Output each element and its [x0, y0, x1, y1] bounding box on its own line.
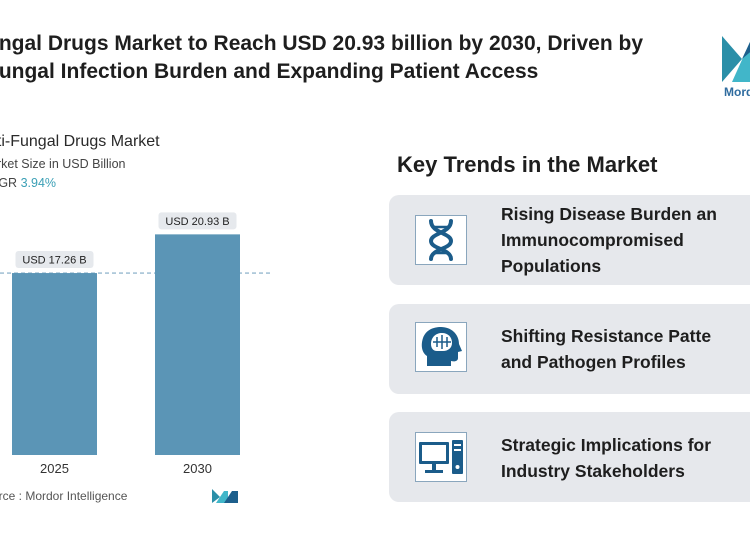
trend-label-2: Shifting Resistance Patte and Pathogen P…	[501, 326, 712, 372]
value-label-2030: USD 20.93 B	[165, 216, 229, 228]
trend-card-2: Shifting Resistance Patte and Pathogen P…	[389, 304, 750, 394]
cagr-value: 3.94%	[20, 176, 57, 190]
bar-2025	[12, 273, 97, 455]
mordor-mini-logo-icon	[212, 489, 238, 503]
value-label-bg-2025	[15, 251, 94, 269]
bar-chart: USD 17.26 B 2025 USD 20.93 B 2030	[0, 212, 270, 476]
chart-subtitle: arket Size in USD Billion	[0, 157, 126, 171]
value-label-2025: USD 17.26 B	[22, 255, 86, 267]
chart-title: nti-Fungal Drugs Market	[0, 133, 160, 150]
x-tick-2025: 2025	[40, 461, 69, 476]
trend-card-1: Rising Disease Burden an Immunocompromis…	[389, 195, 750, 285]
mordor-logo-icon	[722, 36, 750, 82]
brain-head-icon	[415, 322, 467, 372]
trend-card-3: Strategic Implications for Industry Stak…	[389, 412, 750, 502]
bar-2030	[155, 234, 240, 455]
brand-name: Mord	[724, 85, 750, 99]
trends-title: Key Trends in the Market	[397, 152, 658, 177]
chart-cagr: AGR 3.94%	[0, 176, 56, 190]
computer-icon	[415, 432, 467, 482]
trend-label-3: Strategic Implications for Industry Stak…	[501, 435, 712, 481]
dna-icon	[415, 215, 467, 265]
value-label-bg-2030	[158, 212, 237, 230]
cagr-label: AGR	[0, 176, 18, 190]
x-tick-2030: 2030	[183, 461, 212, 476]
headline: ungal Drugs Market to Reach USD 20.93 bi…	[0, 32, 644, 83]
trend-label-1: Rising Disease Burden an Immunocompromis…	[501, 204, 717, 276]
chart-source: urce : Mordor Intelligence	[0, 489, 128, 503]
